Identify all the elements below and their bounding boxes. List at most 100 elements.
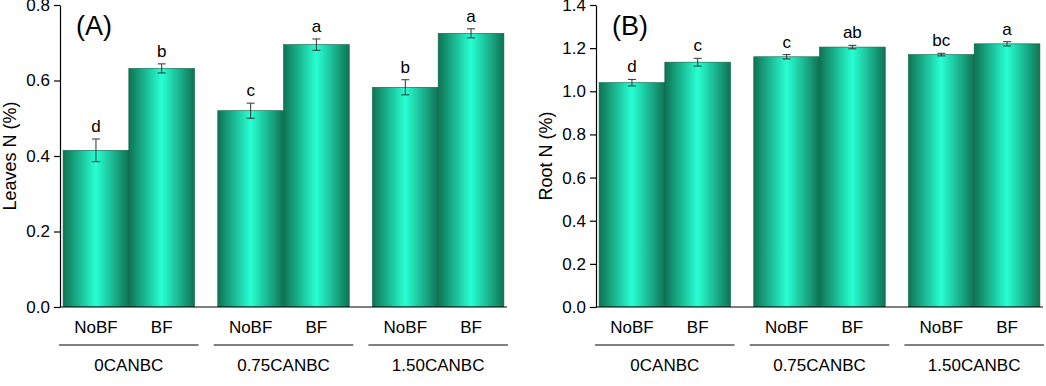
y-tick-mark [54, 5, 60, 6]
y-axis-title: Root N (%) [536, 111, 556, 200]
error-line [852, 45, 853, 48]
error-line [250, 103, 251, 118]
x-tick-label: BF [687, 318, 709, 337]
error-cap [783, 58, 791, 59]
error-bar [937, 53, 945, 56]
y-tick-label: 0.4 [26, 147, 50, 166]
error-line [697, 58, 698, 66]
y-tick: 0.0 [562, 298, 596, 317]
marks [599, 42, 1040, 307]
bar [438, 33, 504, 307]
error-cap [848, 45, 856, 46]
y-tick: 0.2 [26, 222, 60, 241]
x-tick-label: BF [460, 318, 482, 337]
error-bar [1003, 42, 1011, 46]
x-tick-label: NoBF [384, 318, 427, 337]
y-tick: 1.0 [562, 82, 596, 101]
panel: dccabbca0.00.20.40.60.81.01.21.4NoBFBFNo… [536, 0, 1044, 375]
y-tick-label: 0.0 [26, 298, 50, 317]
error-cap [1003, 45, 1011, 46]
error-line [471, 29, 472, 38]
y-tick-label: 0.2 [562, 255, 586, 274]
error-cap [937, 55, 945, 56]
group-line [214, 345, 353, 346]
error-bar [247, 103, 255, 118]
error-line [631, 79, 632, 85]
y-tick-mark [590, 134, 596, 135]
y-tick: 0.6 [562, 169, 596, 188]
y-tick-label: 0.6 [26, 71, 50, 90]
y-tick-mark [54, 80, 60, 81]
y-tick-label: 1.0 [562, 82, 586, 101]
significance-letter: ab [843, 23, 862, 42]
significance-letter: bc [932, 31, 950, 50]
error-cap [92, 139, 100, 140]
y-tick: 0.0 [26, 298, 60, 317]
group-label: 0.75CANBC [237, 356, 330, 375]
bar [63, 150, 129, 307]
y-tick-mark [590, 91, 596, 92]
error-line [316, 39, 317, 50]
y-tick: 1.2 [562, 39, 596, 58]
group-label: 1.50CANBC [392, 356, 485, 375]
error-cap [467, 28, 475, 29]
y-tick-mark [54, 231, 60, 232]
panel-label: (A) [76, 11, 112, 41]
y-tick: 0.2 [562, 255, 596, 274]
significance-letter: d [627, 57, 636, 76]
group-label: 1.50CANBC [928, 356, 1021, 375]
error-bar [467, 29, 475, 38]
bar [665, 62, 731, 307]
group-line [59, 345, 198, 346]
y-axis-line [596, 6, 597, 308]
significance-letter: b [401, 58, 410, 77]
panel: dbcaba0.00.20.40.60.8NoBFBFNoBFBFNoBFBF0… [0, 0, 508, 375]
x-tick-label: BF [842, 318, 864, 337]
y-tick-mark [590, 177, 596, 178]
x-tick-label: BF [306, 318, 328, 337]
error-cap [694, 58, 702, 59]
error-line [1007, 42, 1008, 46]
x-tick-label: NoBF [610, 318, 653, 337]
error-cap [312, 50, 320, 51]
error-cap [247, 103, 255, 104]
bar [820, 47, 886, 307]
y-tick: 1.4 [562, 0, 596, 15]
significance-letter: a [312, 17, 322, 36]
error-cap [937, 53, 945, 54]
y-tick-label: 0.6 [562, 169, 586, 188]
x-tick-label: BF [996, 318, 1018, 337]
group-label: 0CANBC [630, 356, 699, 375]
error-cap [848, 48, 856, 49]
y-tick-mark [590, 307, 596, 308]
group-line [750, 345, 889, 346]
y-tick-mark [54, 307, 60, 308]
significance-letter: b [157, 42, 166, 61]
error-cap [401, 79, 409, 80]
error-bar [628, 79, 636, 85]
significance-letter: c [782, 33, 791, 52]
significance-letter: d [91, 117, 100, 136]
error-cap [158, 72, 166, 73]
x-axis-line [596, 306, 1043, 307]
error-bar [158, 64, 166, 73]
figure: dbcaba0.00.20.40.60.8NoBFBFNoBFBFNoBFBF0… [0, 0, 1046, 386]
bar [218, 111, 284, 307]
y-tick-label: 1.4 [562, 0, 586, 15]
y-tick-label: 0.2 [26, 222, 50, 241]
significance-letter: a [466, 7, 476, 26]
error-bar [401, 80, 409, 95]
y-tick: 0.8 [562, 125, 596, 144]
x-tick-label: NoBF [920, 318, 963, 337]
x-tick-label: NoBF [229, 318, 272, 337]
error-bar [312, 39, 320, 50]
y-axis: 0.00.20.40.60.81.01.21.4 [562, 0, 596, 317]
error-cap [312, 38, 320, 39]
error-line [95, 139, 96, 162]
bar [372, 87, 438, 307]
y-tick-label: 1.2 [562, 39, 586, 58]
group-label: 0.75CANBC [773, 356, 866, 375]
error-cap [158, 63, 166, 64]
y-axis: 0.00.20.40.60.8 [26, 0, 60, 317]
x-tick-label: NoBF [765, 318, 808, 337]
